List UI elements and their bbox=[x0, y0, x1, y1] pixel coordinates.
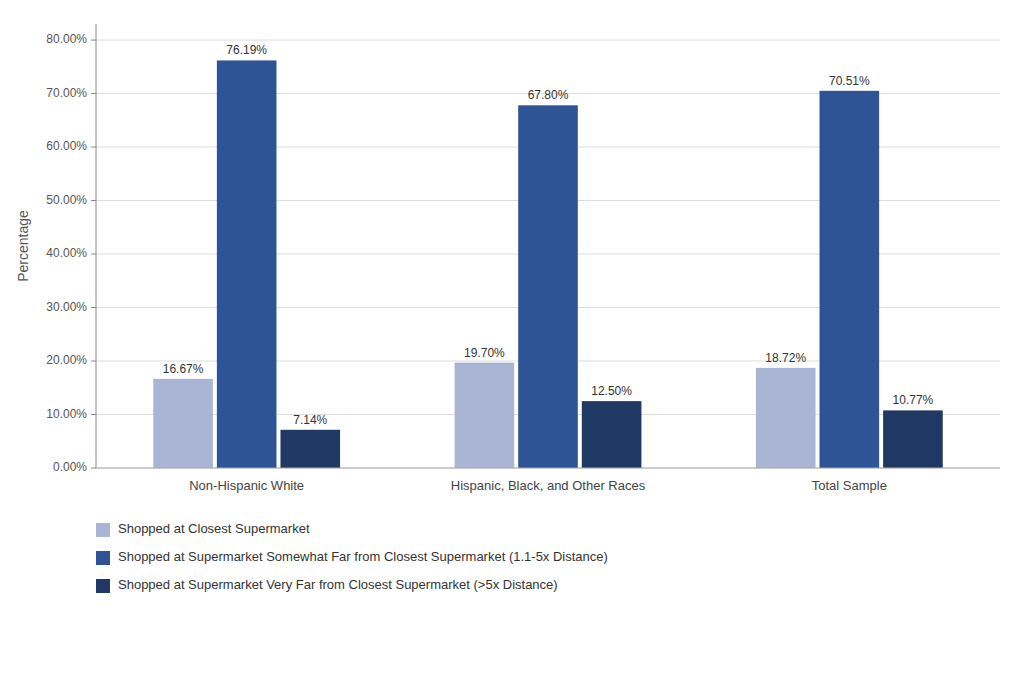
legend-label: Shopped at Supermarket Very Far from Clo… bbox=[118, 577, 558, 592]
data-label: 12.50% bbox=[591, 384, 632, 398]
bar bbox=[455, 363, 515, 468]
legend-swatch bbox=[96, 551, 110, 565]
y-tick-label: 20.00% bbox=[46, 353, 87, 367]
chart-container: 0.00% 10.00% 20.00% 30.00% 40.00% 50.00% 60.00… bbox=[0, 0, 1024, 683]
legend-swatch bbox=[96, 579, 110, 593]
data-label: 67.80% bbox=[528, 88, 569, 102]
data-labels: 16.67% 19.70% 18.72% 76.19% 67.80% 70.51% 7.14… bbox=[163, 43, 934, 426]
x-tick-label: Total Sample bbox=[812, 478, 887, 493]
bar bbox=[883, 410, 943, 468]
bar-series bbox=[217, 60, 879, 468]
bar bbox=[217, 60, 277, 468]
bar bbox=[582, 401, 642, 468]
y-tick-label: 70.00% bbox=[46, 86, 87, 100]
y-tick-label: 0.00% bbox=[53, 460, 87, 474]
data-label: 70.51% bbox=[829, 74, 870, 88]
y-tick bbox=[91, 40, 96, 41]
y-tick bbox=[91, 468, 96, 469]
x-tick-label: Non-Hispanic White bbox=[189, 478, 304, 493]
y-tick-label: 80.00% bbox=[46, 32, 87, 46]
y-tick bbox=[91, 147, 96, 148]
y-axis-line bbox=[96, 24, 97, 468]
legend: Shopped at Closest Supermarket Shopped at… bbox=[96, 521, 608, 593]
data-label: 19.70% bbox=[464, 346, 505, 360]
data-label: 76.19% bbox=[226, 43, 267, 57]
chart-svg: 0.00% 10.00% 20.00% 30.00% 40.00% 50.00% 60.00… bbox=[0, 0, 1024, 683]
data-label: 16.67% bbox=[163, 362, 204, 376]
grid-line bbox=[96, 468, 1000, 469]
y-tick-label: 60.00% bbox=[46, 139, 87, 153]
legend-swatch bbox=[96, 523, 110, 537]
bar-series bbox=[280, 401, 942, 468]
data-label: 10.77% bbox=[893, 393, 934, 407]
bar bbox=[518, 105, 578, 468]
y-tick-label: 30.00% bbox=[46, 300, 87, 314]
y-tick bbox=[91, 93, 96, 94]
y-tick bbox=[91, 307, 96, 308]
y-axis-label: Percentage bbox=[15, 210, 31, 282]
y-tick bbox=[91, 254, 96, 255]
y-axis: 0.00% 10.00% 20.00% 30.00% 40.00% 50.00% 60.00… bbox=[46, 24, 96, 474]
y-tick-label: 10.00% bbox=[46, 407, 87, 421]
grid bbox=[96, 40, 1000, 468]
data-label: 7.14% bbox=[293, 413, 327, 427]
bar bbox=[756, 368, 816, 468]
x-tick-label: Hispanic, Black, and Other Races bbox=[451, 478, 646, 493]
bar bbox=[820, 91, 880, 468]
data-label: 18.72% bbox=[765, 351, 806, 365]
y-tick bbox=[91, 414, 96, 415]
legend-label: Shopped at Closest Supermarket bbox=[118, 521, 310, 536]
bars bbox=[153, 60, 942, 468]
x-axis-line bbox=[96, 468, 1000, 469]
x-axis: Non-Hispanic White Hispanic, Black, and O… bbox=[96, 468, 1000, 493]
bar bbox=[280, 430, 340, 468]
y-tick-label: 50.00% bbox=[46, 193, 87, 207]
legend-label: Shopped at Supermarket Somewhat Far from… bbox=[118, 549, 608, 564]
y-tick-label: 40.00% bbox=[46, 246, 87, 260]
grid-line bbox=[96, 40, 1000, 41]
bar bbox=[153, 379, 213, 468]
y-tick bbox=[91, 361, 96, 362]
y-tick bbox=[91, 200, 96, 201]
